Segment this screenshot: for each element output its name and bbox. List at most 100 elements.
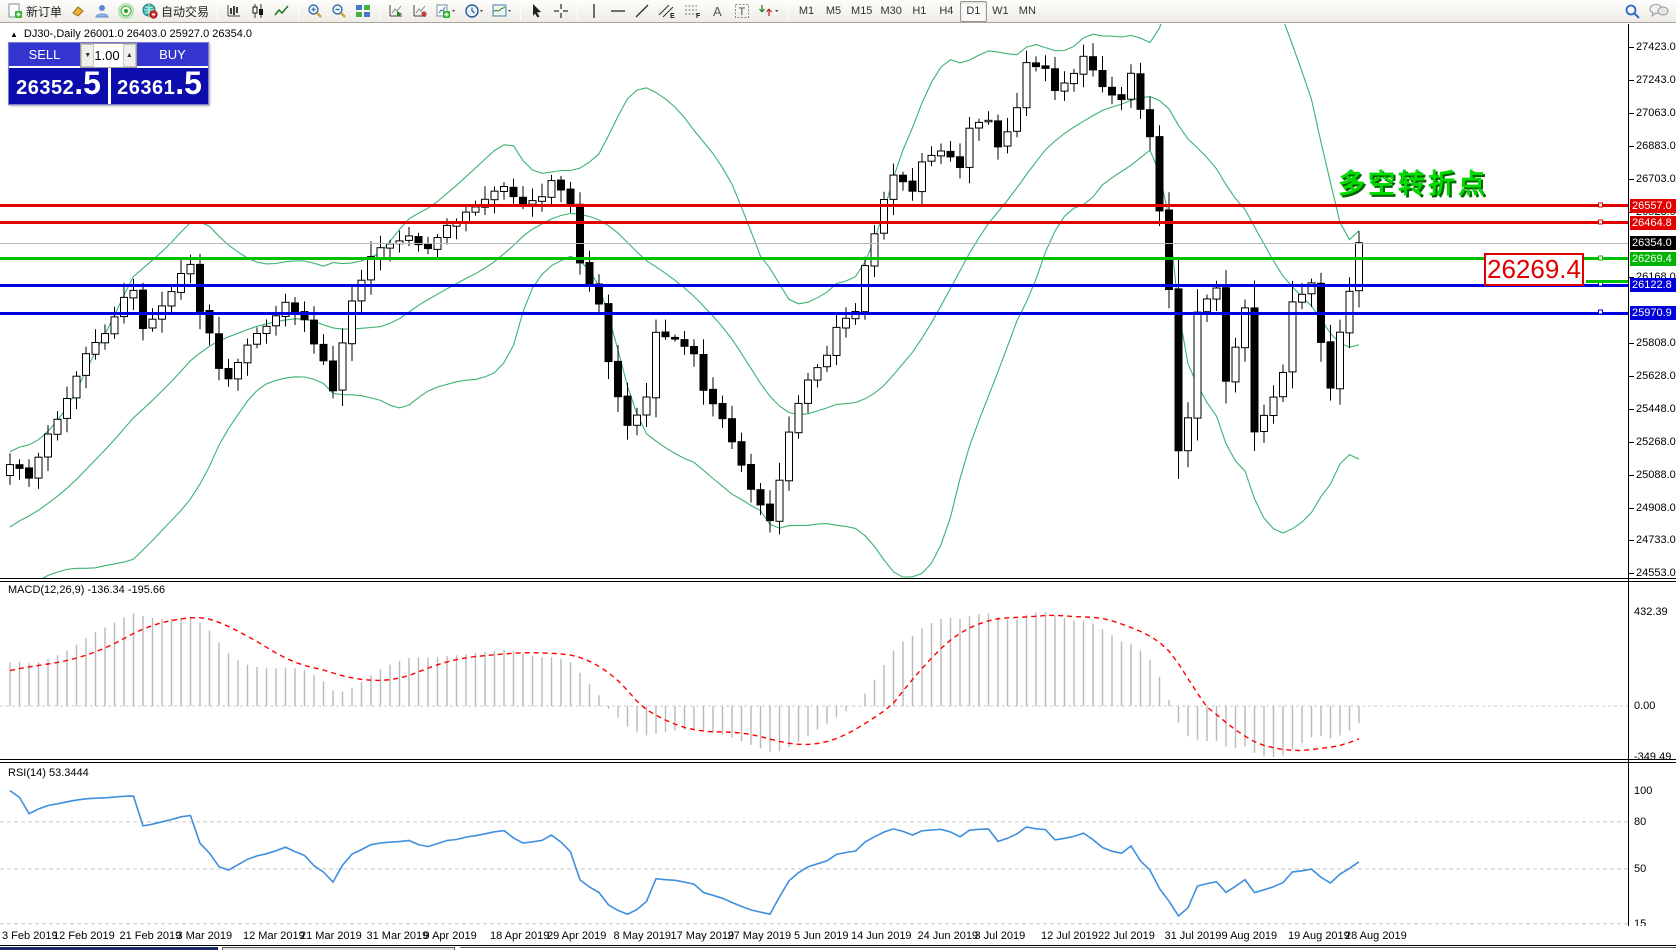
sell-price[interactable]: 26352 .5 — [9, 67, 108, 104]
candle — [471, 200, 480, 216]
search-button[interactable] — [1620, 1, 1645, 22]
fibonacci-tool[interactable]: F — [680, 1, 706, 22]
candle — [1013, 92, 1021, 138]
candlestick-chart[interactable] — [0, 24, 1628, 578]
chart-play-icon — [389, 5, 403, 17]
candle — [234, 358, 242, 391]
sell-button[interactable]: SELL — [9, 43, 80, 68]
community-button[interactable] — [90, 1, 114, 22]
volume-decrease-button[interactable]: ▼ — [81, 44, 95, 67]
period-dropdown[interactable] — [460, 1, 488, 22]
new-chart-dropdown[interactable] — [432, 1, 460, 22]
signals-button[interactable] — [114, 1, 138, 22]
candle — [272, 305, 280, 336]
rsi-indicator-pane[interactable] — [0, 763, 1628, 926]
line-handle[interactable] — [1598, 281, 1603, 287]
tile-windows-button[interactable] — [351, 1, 375, 22]
axis-tick — [1629, 277, 1634, 279]
date-label: 9 Apr 2019 — [423, 930, 477, 942]
pane-splitter-rsi[interactable] — [0, 759, 1676, 763]
arrows-dropdown[interactable] — [754, 1, 784, 22]
bottom-tab-2[interactable] — [222, 947, 455, 950]
timeframe-m1[interactable]: M1 — [798, 5, 815, 17]
volume-increase-button[interactable]: ▲ — [122, 44, 136, 67]
trendline-tool[interactable] — [630, 1, 654, 22]
price-label-chip: 26122.8 — [1630, 278, 1676, 293]
bottom-tab-1[interactable] — [0, 947, 218, 950]
candle — [1155, 125, 1164, 226]
text-label-tool[interactable]: T — [730, 1, 754, 22]
candle — [205, 304, 214, 346]
candle — [424, 236, 432, 255]
horizontal-line-tool[interactable] — [606, 1, 630, 22]
template-dropdown[interactable] — [488, 1, 516, 22]
zoom-out-button[interactable] — [327, 1, 351, 22]
price-tick-label: 24553.0 — [1636, 567, 1676, 580]
collapse-icon[interactable]: ▲ — [10, 29, 18, 39]
horizontal-line-object[interactable] — [0, 221, 1628, 225]
auto-trading-button[interactable]: 自动交易 — [138, 1, 213, 22]
date-label: 24 Jun 2019 — [917, 930, 979, 942]
sell-price-main: 26352 — [16, 77, 75, 99]
macd-indicator-pane[interactable] — [0, 582, 1628, 759]
price-tick-label: 25628.0 — [1636, 370, 1676, 383]
timeframe-h1[interactable]: H1 — [912, 5, 927, 17]
timeframe-m5[interactable]: M5 — [825, 5, 842, 17]
history-center-button[interactable] — [66, 1, 90, 22]
cursor-tool-button[interactable] — [525, 1, 549, 22]
line-handle[interactable] — [1598, 255, 1603, 260]
new-order-icon — [8, 3, 22, 18]
candle — [243, 338, 252, 376]
candle — [956, 143, 964, 179]
price-callout-box[interactable]: 26269.4 — [1484, 253, 1584, 286]
line-handle[interactable] — [1598, 309, 1603, 315]
timeframe-mn[interactable]: MN — [1018, 5, 1036, 17]
new-order-button[interactable]: 新订单 — [3, 1, 66, 22]
bar-chart-mode-button[interactable] — [222, 1, 246, 22]
horizontal-line-object[interactable] — [0, 283, 1628, 287]
timeframe-m15[interactable]: M15 — [851, 5, 873, 17]
zoom-in-button[interactable] — [303, 1, 327, 22]
time-axis[interactable]: 3 Feb 2019 12 Feb 2019 21 Feb 2019 3 Mar 20… — [0, 926, 1676, 945]
text-tool[interactable]: A — [706, 1, 730, 22]
line-chart-mode-button[interactable] — [270, 1, 294, 22]
rsi-label: RSI(14) 53.3444 — [8, 767, 89, 779]
channel-icon: E — [658, 4, 675, 19]
date-label: 8 May 2019 — [613, 930, 671, 942]
zoom-out-icon — [332, 4, 346, 18]
candle — [414, 232, 423, 252]
horizontal-line-object[interactable] — [0, 257, 1628, 260]
candlestick-mode-button[interactable] — [246, 1, 270, 22]
optimization-button[interactable] — [408, 1, 432, 22]
buy-price[interactable]: 26361 .5 — [111, 67, 208, 104]
crosshair-tool-button[interactable] — [549, 1, 573, 22]
svg-text:A: A — [713, 4, 722, 19]
bottom-tab-3[interactable] — [460, 947, 1676, 950]
timeframe-m30[interactable]: M30 — [880, 5, 902, 17]
buy-button[interactable]: BUY — [137, 43, 208, 68]
timeframe-d1[interactable]: D1 — [959, 0, 987, 22]
vertical-line-tool[interactable] — [582, 1, 606, 22]
horizontal-line-object[interactable] — [0, 204, 1628, 208]
horizontal-line-object[interactable] — [0, 242, 1628, 244]
strategy-tester-button[interactable] — [384, 1, 408, 22]
annotation-text[interactable]: 多空转折点 — [1338, 169, 1488, 199]
line-handle[interactable] — [1598, 202, 1603, 208]
candle — [1336, 319, 1344, 405]
equidistant-channel-tool[interactable]: E — [654, 1, 680, 22]
horizontal-line-object[interactable] — [0, 311, 1628, 315]
candle — [813, 364, 822, 388]
candle — [1070, 68, 1078, 92]
line-handle[interactable] — [1598, 219, 1603, 225]
price-label-chip: 26354.0 — [1630, 236, 1676, 250]
timeframe-h4[interactable]: H4 — [939, 5, 954, 17]
date-label: 3 Jul 2019 — [974, 930, 1026, 942]
candle — [1041, 55, 1050, 82]
pane-splitter-macd[interactable] — [0, 578, 1676, 582]
candle — [1127, 64, 1135, 108]
candle — [177, 259, 185, 300]
timeframe-w1[interactable]: W1 — [992, 5, 1009, 17]
axis-tick — [1629, 475, 1634, 477]
chat-button[interactable] — [1645, 1, 1673, 22]
volume-input[interactable]: 1.00 — [94, 44, 123, 67]
